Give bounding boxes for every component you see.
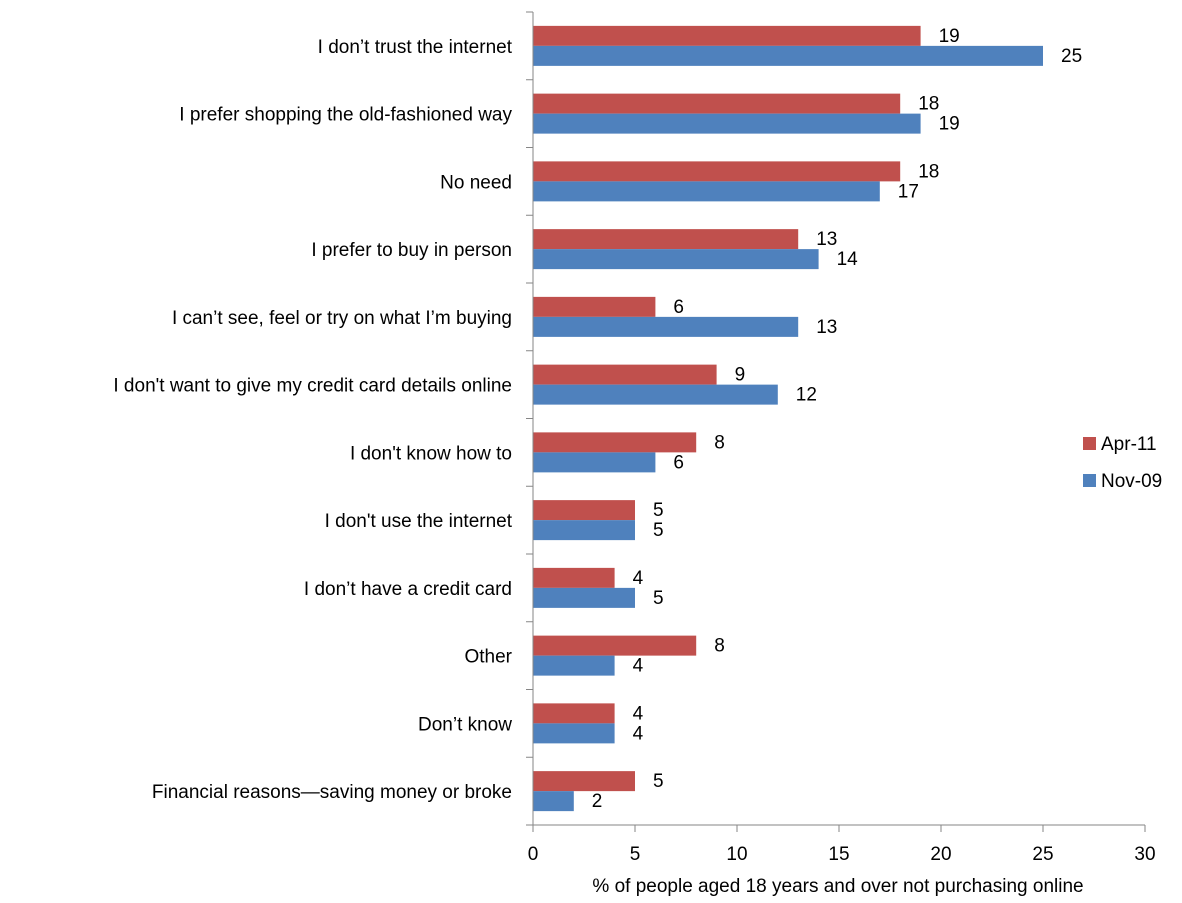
data-label-nov-09-2: 17 [898,181,919,202]
data-label-apr-11-2: 18 [918,161,939,182]
bar-nov-09-1 [533,113,921,134]
data-label-nov-09-4: 13 [816,317,837,338]
data-label-apr-11-0: 19 [939,26,960,47]
x-axis-title: % of people aged 18 years and over not p… [592,876,1083,897]
category-label-8: I don’t have a credit card [304,579,512,600]
bars-layer [533,25,1043,812]
data-label-apr-11-4: 6 [673,297,684,318]
bar-apr-11-11 [533,771,635,792]
bar-nov-09-10 [533,723,615,744]
data-label-nov-09-1: 19 [939,114,960,135]
data-label-apr-11-6: 8 [714,432,725,453]
bar-apr-11-6 [533,432,697,453]
legend-label-apr-11: Apr-11 [1101,434,1157,455]
x-tick-label-25: 25 [1032,844,1053,865]
bar-nov-09-6 [533,452,656,473]
category-label-6: I don't know how to [350,443,512,464]
bar-nov-09-5 [533,384,778,405]
bar-apr-11-4 [533,296,656,317]
data-label-nov-09-0: 25 [1061,46,1082,67]
data-label-apr-11-11: 5 [653,771,664,792]
category-label-1: I prefer shopping the old-fashioned way [179,105,512,126]
bar-apr-11-10 [533,703,615,724]
data-label-nov-09-6: 6 [673,452,684,473]
legend: Apr-11 Nov-09 [1083,434,1162,492]
x-tick-label-10: 10 [726,844,747,865]
bar-apr-11-0 [533,25,921,46]
bar-nov-09-9 [533,655,615,676]
x-tick-label-0: 0 [528,844,539,865]
category-label-3: I prefer to buy in person [311,240,512,261]
bar-nov-09-7 [533,520,635,541]
category-label-4: I can’t see, feel or try on what I’m buy… [172,308,512,329]
bar-apr-11-1 [533,93,901,114]
x-tick-label-30: 30 [1134,844,1155,865]
category-label-9: Other [464,647,512,668]
data-label-apr-11-10: 4 [633,703,644,724]
data-label-nov-09-5: 12 [796,385,817,406]
category-label-11: Financial reasons—saving money or broke [152,782,512,803]
data-label-nov-09-10: 4 [633,723,644,744]
bar-nov-09-11 [533,791,574,812]
bar-apr-11-9 [533,635,697,656]
data-label-apr-11-5: 9 [735,365,746,386]
bar-nov-09-8 [533,587,635,608]
data-label-nov-09-11: 2 [592,791,603,812]
bar-apr-11-2 [533,161,901,182]
data-label-nov-09-7: 5 [653,520,664,541]
category-label-10: Don’t know [418,714,512,735]
data-label-nov-09-9: 4 [633,656,644,677]
category-label-0: I don’t trust the internet [318,37,513,58]
bar-nov-09-4 [533,316,799,337]
axes-layer [526,11,1146,832]
category-label-2: No need [440,172,512,193]
legend-swatch-apr-11 [1083,437,1096,450]
x-tick-label-15: 15 [828,844,849,865]
bar-nov-09-0 [533,45,1043,66]
bar-nov-09-2 [533,181,880,202]
category-label-7: I don't use the internet [325,511,513,532]
x-tick-label-20: 20 [930,844,951,865]
data-label-apr-11-1: 18 [918,94,939,115]
bar-apr-11-3 [533,229,799,250]
x-tick-label-5: 5 [630,844,641,865]
bar-apr-11-8 [533,567,615,588]
legend-label-nov-09: Nov-09 [1101,471,1162,492]
category-label-5: I don't want to give my credit card deta… [113,376,512,397]
data-label-apr-11-8: 4 [633,568,644,589]
data-label-nov-09-8: 5 [653,588,664,609]
bar-apr-11-7 [533,500,635,521]
legend-swatch-nov-09 [1083,474,1096,487]
data-label-apr-11-9: 8 [714,636,725,657]
data-label-nov-09-3: 14 [837,249,859,270]
bar-nov-09-3 [533,249,819,270]
data-label-apr-11-7: 5 [653,500,664,521]
data-label-apr-11-3: 13 [816,229,837,250]
bar-apr-11-5 [533,364,717,385]
